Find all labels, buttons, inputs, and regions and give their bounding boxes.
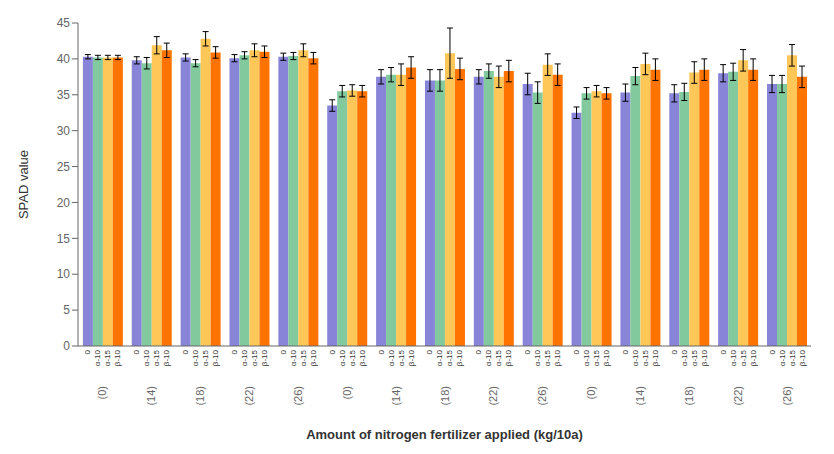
svg-text:α-10: α-10 bbox=[533, 349, 542, 366]
svg-text:α-10: α-10 bbox=[191, 349, 200, 366]
svg-text:β-10: β-10 bbox=[455, 349, 464, 366]
svg-text:β-10: β-10 bbox=[407, 349, 416, 366]
svg-text:Amount of nitrogen fertilizer: Amount of nitrogen fertilizer applied (k… bbox=[306, 427, 583, 442]
svg-text:(18): (18) bbox=[683, 386, 695, 406]
svg-text:β-10: β-10 bbox=[162, 349, 171, 366]
svg-text:(0): (0) bbox=[341, 386, 353, 399]
svg-text:α-10: α-10 bbox=[631, 349, 640, 366]
svg-text:α-15: α-15 bbox=[592, 349, 601, 366]
svg-text:0: 0 bbox=[181, 349, 190, 354]
svg-text:0: 0 bbox=[768, 349, 777, 354]
svg-text:α-10: α-10 bbox=[142, 349, 151, 366]
svg-text:α-15: α-15 bbox=[739, 349, 748, 366]
svg-text:β-10: β-10 bbox=[553, 349, 562, 366]
svg-text:α-15: α-15 bbox=[152, 349, 161, 366]
svg-text:α-15: α-15 bbox=[397, 349, 406, 366]
svg-text:10: 10 bbox=[57, 267, 71, 281]
svg-text:0: 0 bbox=[523, 349, 532, 354]
svg-text:α-15: α-15 bbox=[299, 349, 308, 366]
svg-text:0: 0 bbox=[83, 349, 92, 354]
svg-text:β-10: β-10 bbox=[700, 349, 709, 366]
svg-text:(18): (18) bbox=[194, 386, 206, 406]
svg-text:SPAD value: SPAD value bbox=[16, 150, 31, 219]
svg-text:0: 0 bbox=[132, 349, 141, 354]
svg-text:(26): (26) bbox=[292, 386, 304, 406]
svg-text:5: 5 bbox=[63, 303, 70, 317]
svg-text:25: 25 bbox=[57, 160, 71, 174]
svg-text:0: 0 bbox=[63, 339, 70, 353]
svg-text:α-15: α-15 bbox=[543, 349, 552, 366]
svg-text:α-10: α-10 bbox=[289, 349, 298, 366]
svg-text:0: 0 bbox=[328, 349, 337, 354]
svg-text:β-10: β-10 bbox=[358, 349, 367, 366]
svg-text:α-10: α-10 bbox=[778, 349, 787, 366]
svg-text:(14): (14) bbox=[634, 386, 646, 406]
svg-text:α-15: α-15 bbox=[201, 349, 210, 366]
svg-text:35: 35 bbox=[57, 88, 71, 102]
svg-text:(22): (22) bbox=[243, 386, 255, 406]
svg-text:(0): (0) bbox=[96, 386, 108, 399]
svg-text:α-10: α-10 bbox=[484, 349, 493, 366]
svg-text:α-10: α-10 bbox=[387, 349, 396, 366]
svg-text:α-10: α-10 bbox=[729, 349, 738, 366]
svg-text:β-10: β-10 bbox=[749, 349, 758, 366]
svg-text:(18): (18) bbox=[439, 386, 451, 406]
svg-text:α-10: α-10 bbox=[435, 349, 444, 366]
svg-text:0: 0 bbox=[230, 349, 239, 354]
svg-text:α-10: α-10 bbox=[240, 349, 249, 366]
svg-text:α-15: α-15 bbox=[788, 349, 797, 366]
svg-text:α-15: α-15 bbox=[494, 349, 503, 366]
svg-text:40: 40 bbox=[57, 52, 71, 66]
svg-text:β-10: β-10 bbox=[113, 349, 122, 366]
svg-text:0: 0 bbox=[279, 349, 288, 354]
svg-text:α-15: α-15 bbox=[641, 349, 650, 366]
svg-text:0: 0 bbox=[377, 349, 386, 354]
svg-text:β-10: β-10 bbox=[602, 349, 611, 366]
svg-text:(22): (22) bbox=[487, 386, 499, 406]
svg-text:β-10: β-10 bbox=[211, 349, 220, 366]
svg-text:β-10: β-10 bbox=[260, 349, 269, 366]
svg-text:0: 0 bbox=[425, 349, 434, 354]
svg-text:α-10: α-10 bbox=[680, 349, 689, 366]
svg-text:α-15: α-15 bbox=[445, 349, 454, 366]
svg-text:β-10: β-10 bbox=[504, 349, 513, 366]
svg-text:α-15: α-15 bbox=[690, 349, 699, 366]
svg-text:β-10: β-10 bbox=[798, 349, 807, 366]
svg-text:(26): (26) bbox=[536, 386, 548, 406]
svg-text:(22): (22) bbox=[732, 386, 744, 406]
svg-text:α-15: α-15 bbox=[348, 349, 357, 366]
svg-text:0: 0 bbox=[572, 349, 581, 354]
svg-text:30: 30 bbox=[57, 124, 71, 138]
svg-text:45: 45 bbox=[57, 16, 71, 30]
svg-text:20: 20 bbox=[57, 196, 71, 210]
svg-text:α-15: α-15 bbox=[103, 349, 112, 366]
svg-text:(0): (0) bbox=[585, 386, 597, 399]
svg-text:0: 0 bbox=[670, 349, 679, 354]
svg-text:α-10: α-10 bbox=[582, 349, 591, 366]
svg-text:0: 0 bbox=[621, 349, 630, 354]
svg-text:15: 15 bbox=[57, 232, 71, 246]
svg-text:β-10: β-10 bbox=[309, 349, 318, 366]
svg-text:α-10: α-10 bbox=[93, 349, 102, 366]
svg-text:(14): (14) bbox=[390, 386, 402, 406]
svg-text:(26): (26) bbox=[781, 386, 793, 406]
svg-text:(14): (14) bbox=[145, 386, 157, 406]
svg-text:β-10: β-10 bbox=[651, 349, 660, 366]
svg-text:α-10: α-10 bbox=[338, 349, 347, 366]
svg-text:0: 0 bbox=[474, 349, 483, 354]
svg-text:α-15: α-15 bbox=[250, 349, 259, 366]
svg-text:0: 0 bbox=[719, 349, 728, 354]
